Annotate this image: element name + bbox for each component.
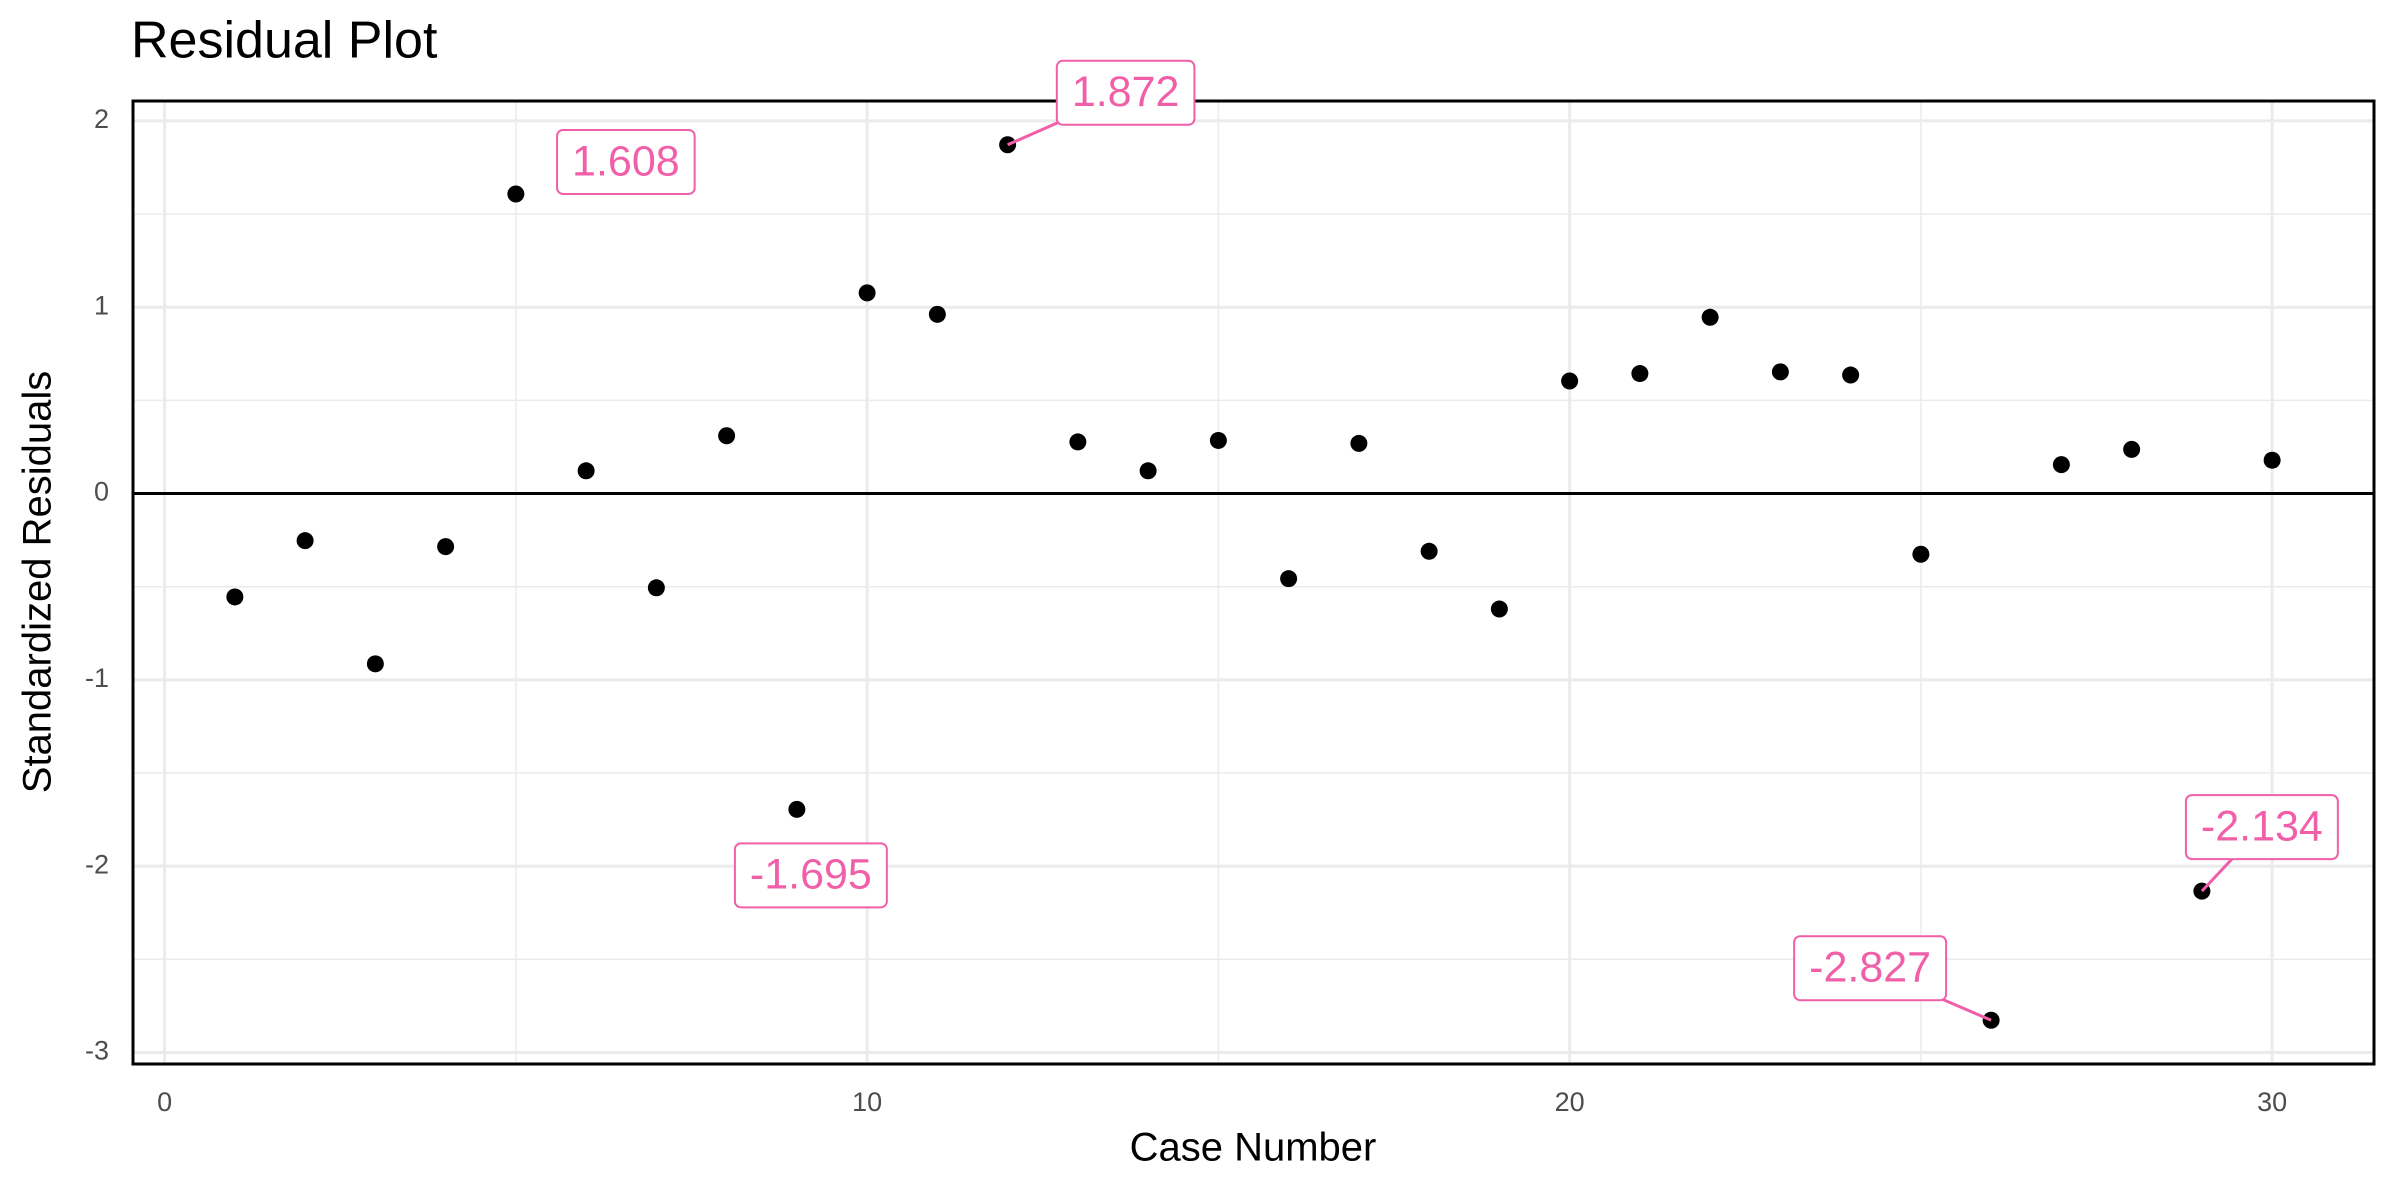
point <box>366 655 384 673</box>
point <box>1350 434 1368 452</box>
point <box>1490 600 1508 618</box>
x-axis-title: Case Number <box>1130 1126 1377 1170</box>
point <box>928 305 946 323</box>
x-tick-label: 20 <box>1555 1087 1585 1117</box>
x-tick-label: 10 <box>852 1087 882 1117</box>
annotation-box <box>2184 794 2339 861</box>
point <box>507 185 525 203</box>
point <box>1139 462 1157 480</box>
y-tick-label: -2 <box>85 849 109 879</box>
point <box>1280 570 1298 588</box>
panel-border <box>131 99 2376 1066</box>
annotation-label: -2.827 <box>1809 944 1931 992</box>
chart-title: Residual Plot <box>131 12 438 70</box>
y-tick-label: -3 <box>85 1036 109 1066</box>
point <box>1420 542 1438 560</box>
y-tick-label: 1 <box>94 290 109 320</box>
point <box>1209 431 1227 449</box>
point <box>1771 363 1789 381</box>
annotation-box <box>733 842 888 909</box>
point <box>1631 365 1649 383</box>
point <box>788 800 806 818</box>
y-tick-label: 2 <box>94 104 109 134</box>
annotation-label: 1.608 <box>572 137 680 185</box>
annotation-label: 1.872 <box>1072 68 1180 116</box>
point <box>226 588 244 606</box>
y-axis-title: Standardized Residuals <box>16 371 60 793</box>
point <box>1561 372 1579 390</box>
point <box>577 462 595 480</box>
point <box>1701 308 1719 326</box>
point <box>718 427 736 445</box>
point <box>2052 456 2070 474</box>
y-tick-label: 0 <box>94 477 109 507</box>
annotation: 1.608 <box>556 128 696 195</box>
annotation-box <box>1055 59 1196 126</box>
x-tick-label: 30 <box>2257 1087 2287 1117</box>
point <box>296 532 314 550</box>
point <box>647 579 665 597</box>
point <box>1842 366 1860 384</box>
point <box>437 538 455 556</box>
annotation: -1.695 <box>733 842 888 909</box>
point <box>858 284 876 302</box>
point <box>2123 440 2141 458</box>
annotation-box <box>1793 935 1948 1002</box>
point <box>2263 451 2281 469</box>
annotation-label: -1.695 <box>750 851 872 899</box>
annotation: -2.134 <box>2184 794 2339 893</box>
y-tick-label: -1 <box>85 663 109 693</box>
annotation-box <box>556 128 696 195</box>
annotation: 1.872 <box>1007 59 1196 147</box>
x-tick-label: 0 <box>157 1087 172 1117</box>
annotation-label: -2.134 <box>2201 802 2323 850</box>
point <box>1069 433 1087 451</box>
point <box>1912 545 1930 563</box>
annotation: -2.827 <box>1793 935 1992 1022</box>
